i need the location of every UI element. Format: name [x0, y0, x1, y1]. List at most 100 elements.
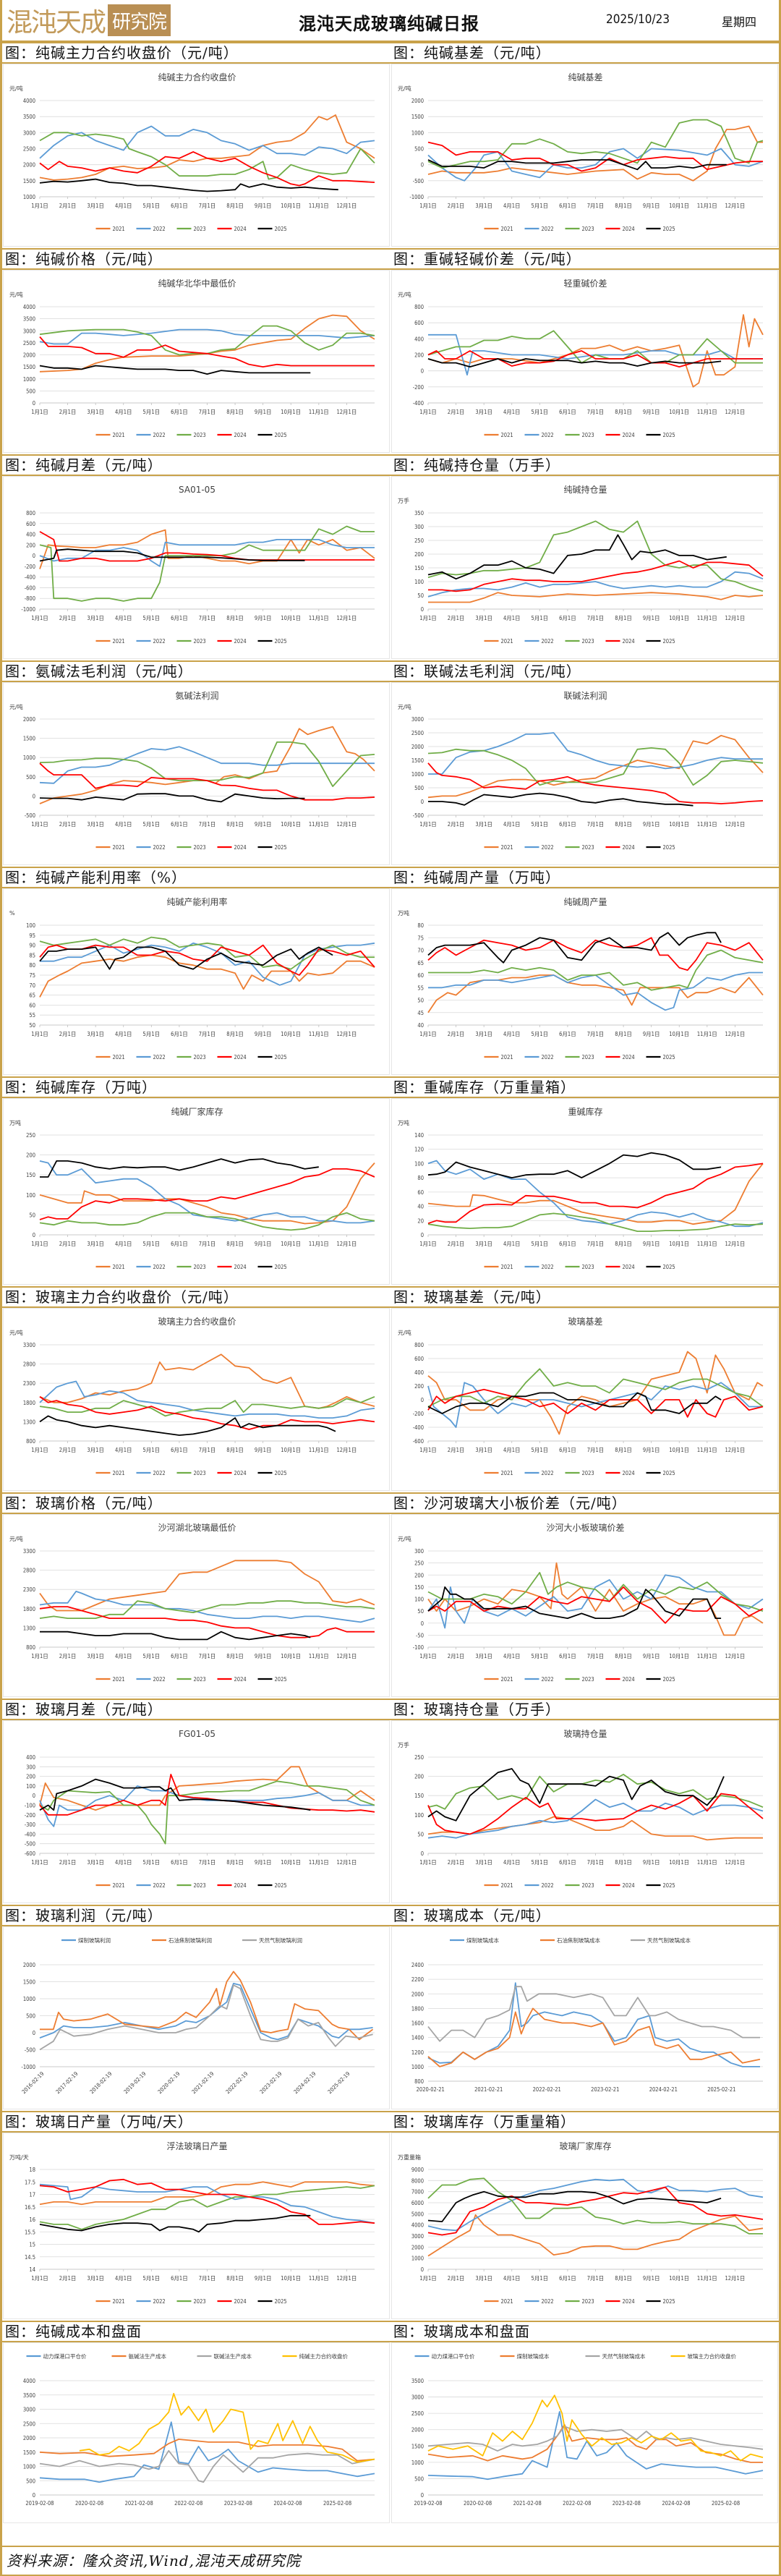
series-line-2024 — [427, 350, 763, 368]
y-tick-label: 400 — [26, 532, 35, 538]
chart-panel: 沙河大小板玻璃价差 元/吨 -100 -50 0 50 100 150 200 250 300 1月1… — [391, 1514, 778, 1697]
x-tick-label: 2月1日 — [448, 821, 465, 828]
legend-label: 2022 — [153, 1882, 166, 1889]
y-tick-label: 1800 — [23, 1400, 35, 1406]
x-tick-label: 4月1日 — [503, 615, 521, 621]
legend-item: 2022 — [136, 1676, 166, 1683]
legend-label: 2025 — [275, 844, 287, 851]
series-line-2022 — [39, 2183, 375, 2224]
chart-row: 图：玻璃日产量（万吨/天） 图：玻璃库存（万重量箱） 浮法玻璃日产量 万吨/天 14 14… — [2, 2111, 779, 2321]
legend-label: 2021 — [113, 432, 125, 438]
y-tick-label: 60 — [417, 972, 424, 979]
series-line-2023 — [427, 747, 764, 786]
x-tick-label: 4月1日 — [503, 1447, 521, 1453]
legend-label: 2024 — [623, 1054, 635, 1060]
legend-item: 动力煤港口平仓价 — [26, 2352, 87, 2360]
y-tick-label: 2200 — [411, 1976, 424, 1983]
legend-item: 2025 — [646, 432, 675, 438]
y-tick-label: 100 — [414, 579, 424, 585]
series-line-纯碱主力合约收盘价 — [79, 2392, 375, 2463]
x-tick-label: 6月1日 — [559, 1241, 576, 1247]
figure-caption: 图：纯碱成本和盘面 — [5, 2323, 142, 2340]
legend-item: 2021 — [484, 1676, 513, 1683]
legend-item: 2025 — [257, 1054, 287, 1060]
x-tick-label: 2月1日 — [448, 1447, 465, 1453]
x-tick-label: 2018-02-19 — [88, 2070, 113, 2095]
y-tick-label: -500 — [25, 1841, 35, 1848]
legend-item: 氨碱法生产成本 — [111, 2352, 166, 2360]
legend-label: 动力煤港口平仓价 — [43, 2352, 87, 2360]
chart-panel: 浮法玻璃日产量 万吨/天 14 14.5 15 15.5 16 16.5 17 17.5 18 1月1… — [3, 2133, 390, 2319]
legend-item: 2024 — [605, 638, 635, 645]
x-tick-label: 3月1日 — [87, 203, 104, 209]
legend-item: 2023 — [176, 638, 206, 645]
x-tick-label: 5月1日 — [143, 1447, 161, 1453]
row-header: 图：纯碱库存（万吨） 图：重碱库存（万重量箱） — [2, 1076, 779, 1098]
legend-label: 2023 — [194, 1470, 206, 1476]
x-tick-label: 1月1日 — [419, 2275, 437, 2282]
y-tick-label: 2500 — [23, 146, 35, 153]
y-tick-label: 2500 — [23, 340, 35, 347]
y-tick-label: 0 — [33, 2492, 35, 2499]
row-body: SA01-05 -1000 -800 -600 -400 -200 0 200 400 600 80… — [2, 476, 779, 659]
x-tick-label: 4月1日 — [503, 203, 521, 209]
chart-panel: 0 500 1000 1500 2000 2500 3000 3500 2019-02-08 20… — [391, 2342, 778, 2523]
y-axis-unit: % — [9, 910, 15, 917]
legend-label: 2023 — [194, 1882, 206, 1889]
x-tick-label: 10月1日 — [669, 1241, 689, 1247]
x-tick-label: 12月1日 — [336, 1031, 357, 1037]
series-line-2024 — [39, 1774, 375, 1816]
legend-item: 2024 — [605, 1882, 635, 1889]
x-tick-label: 5月1日 — [143, 409, 161, 415]
y-tick-label: -200 — [25, 564, 35, 570]
legend-item: 石油焦制玻璃利润 — [152, 1937, 212, 1944]
y-tick-label: 200 — [414, 1572, 424, 1578]
x-tick-label: 4月1日 — [503, 821, 521, 828]
y-axis-unit: 元/吨 — [9, 1329, 23, 1336]
y-tick-label: 70 — [417, 948, 424, 954]
x-tick-label: 12月1日 — [336, 1241, 357, 1247]
y-tick-label: 50 — [417, 1608, 424, 1615]
y-tick-label: 1000 — [411, 129, 424, 136]
chart-title: 纯碱华北华中最低价 — [158, 278, 236, 289]
y-tick-label: 800 — [26, 510, 35, 517]
x-tick-label: 11月1日 — [697, 2275, 717, 2282]
y-tick-label: 14 — [29, 2266, 35, 2273]
legend-label: 2025 — [663, 638, 675, 645]
y-axis-unit: 万手 — [398, 497, 409, 504]
x-tick-label: 12月1日 — [336, 1653, 357, 1659]
row-header: 图：纯碱产能利用率（%） 图：纯碱周产量（万吨） — [2, 867, 779, 888]
y-tick-label: 800 — [414, 304, 424, 310]
x-tick-label: 11月1日 — [309, 203, 329, 209]
y-tick-label: 20 — [417, 1217, 424, 1224]
x-tick-label: 6月1日 — [171, 1859, 188, 1866]
legend-label: 天然气制玻璃成本 — [602, 2352, 646, 2360]
y-tick-label: 40 — [417, 1204, 424, 1210]
x-tick-label: 5月1日 — [143, 2275, 161, 2282]
y-tick-label: 1500 — [411, 114, 424, 120]
y-tick-label: 300 — [414, 1548, 424, 1555]
y-tick-label: 1800 — [411, 2005, 424, 2012]
row-body: 沙河湖北玻璃最低价 元/吨 800 1300 1800 2300 2800 3300 1月1日 2… — [2, 1514, 779, 1697]
legend-item: 2024 — [605, 2298, 635, 2305]
chart-row: 图：氨碱法毛利润（元/吨） 图：联碱法毛利润（元/吨） 氨碱法利润 元/吨 -500 0 5… — [2, 660, 779, 867]
legend-item: 联碱法生产成本 — [197, 2352, 252, 2360]
legend-label: 2022 — [153, 2298, 166, 2305]
x-tick-label: 4月1日 — [115, 2275, 132, 2282]
y-tick-label: 2000 — [23, 352, 35, 359]
x-tick-label: 2月1日 — [59, 1447, 77, 1453]
x-tick-label: 12月1日 — [336, 409, 357, 415]
x-tick-label: 2月1日 — [59, 1653, 77, 1659]
x-tick-label: 6月1日 — [171, 1653, 188, 1659]
legend-label: 2022 — [153, 1470, 166, 1476]
x-tick-label: 4月1日 — [503, 2275, 521, 2282]
x-tick-label: 6月1日 — [559, 409, 576, 415]
legend-label: 2025 — [663, 1264, 675, 1270]
legend-item: 2022 — [136, 638, 166, 645]
y-tick-label: -1000 — [21, 2064, 35, 2070]
x-tick-label: 9月1日 — [255, 1653, 272, 1659]
series-line-2022 — [427, 1160, 764, 1228]
